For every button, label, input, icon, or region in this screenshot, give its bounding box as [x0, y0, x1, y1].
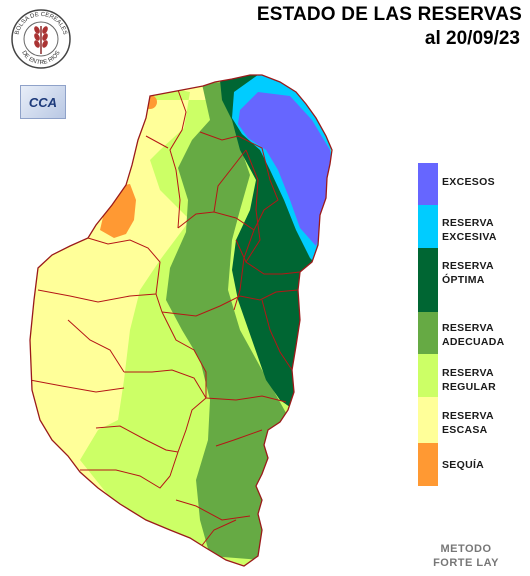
zone-optima	[220, 75, 320, 410]
legend-label-sequia: SEQUÍA	[442, 459, 485, 471]
legend-swatch-escasa	[418, 397, 438, 443]
zone-excesos	[238, 92, 332, 246]
legend-swatch-adecuada	[418, 312, 438, 354]
legend-label-excesiva: RESERVA EXCESIVA	[442, 217, 497, 243]
legend-swatch-regular	[418, 354, 438, 397]
legend-label-adecuada: RESERVA ADECUADA	[442, 322, 505, 348]
cca-logo: CCA	[20, 85, 66, 119]
zone-adecuada	[166, 80, 290, 560]
legend-label-optima: RESERVA ÓPTIMA	[442, 260, 494, 286]
legend-swatch-excesos	[418, 163, 438, 205]
map-title: ESTADO DE LAS RESERVAS	[256, 4, 522, 25]
legend-label-regular: RESERVA REGULAR	[442, 367, 497, 393]
wheat-seal-icon: BOLSA DE CEREALES DE ENTRE RIOS	[11, 9, 71, 69]
legend-swatch-excesiva	[418, 205, 438, 248]
method-note: METODO FORTE LAY	[433, 543, 499, 569]
department-borders	[30, 89, 301, 549]
legend-label-excesos: EXCESOS	[442, 176, 495, 188]
legend-swatch-optima	[418, 248, 438, 312]
legend-label-escasa: RESERVA ESCASA	[442, 410, 494, 436]
map-date: al 20/09/23	[424, 28, 520, 49]
zone-sequia-west	[100, 184, 136, 238]
legend-swatch-sequia	[418, 443, 438, 486]
